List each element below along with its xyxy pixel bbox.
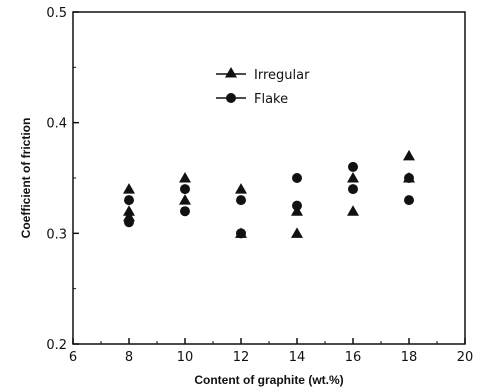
y-tick-label: 0.2 [46,338,67,353]
axis-ticks [72,11,466,345]
x-tick-label: 16 [345,350,362,365]
point-irregular [179,194,191,205]
x-axis-label: Content of graphite (wt.%) [194,373,343,387]
point-irregular [235,183,247,194]
x-tick-label: 10 [177,350,194,365]
point-flake [180,184,190,195]
legend-label-flake: Flake [254,92,288,107]
point-flake [292,200,302,211]
y-tick-label: 0.3 [46,227,67,242]
point-flake [348,161,358,172]
point-flake [404,173,414,183]
axis-tick-labels: 6 8 10 12 14 16 18 20 0.2 0.3 0.4 0.5 [46,6,473,365]
point-irregular [403,149,415,161]
y-tick-label: 0.5 [46,6,67,21]
point-flake [124,217,134,228]
point-irregular [123,205,135,216]
point-flake [348,184,358,195]
legend-marker-irregular [225,67,237,78]
point-flake [292,173,302,183]
legend-label-irregular: Irregular [254,68,310,83]
x-tick-label: 8 [125,350,133,365]
point-flake [124,195,134,206]
point-flake [236,228,246,239]
x-tick-label: 14 [289,350,306,365]
point-irregular [123,183,135,194]
x-tick-label: 20 [457,350,474,365]
y-axis-label: Coefficient of friction [19,118,33,239]
legend-marker-flake [226,93,236,103]
point-flake [180,206,190,217]
point-irregular [347,205,359,216]
point-flake [236,195,246,206]
x-tick-label: 6 [69,350,77,365]
point-irregular [347,172,359,183]
y-tick-label: 0.4 [46,117,67,132]
point-irregular [291,227,303,238]
legend: Irregular Flake [216,67,310,107]
point-flake [404,195,414,206]
data-points [123,149,415,239]
x-tick-label: 18 [401,350,418,365]
x-tick-label: 12 [233,350,250,365]
point-irregular [179,172,191,183]
